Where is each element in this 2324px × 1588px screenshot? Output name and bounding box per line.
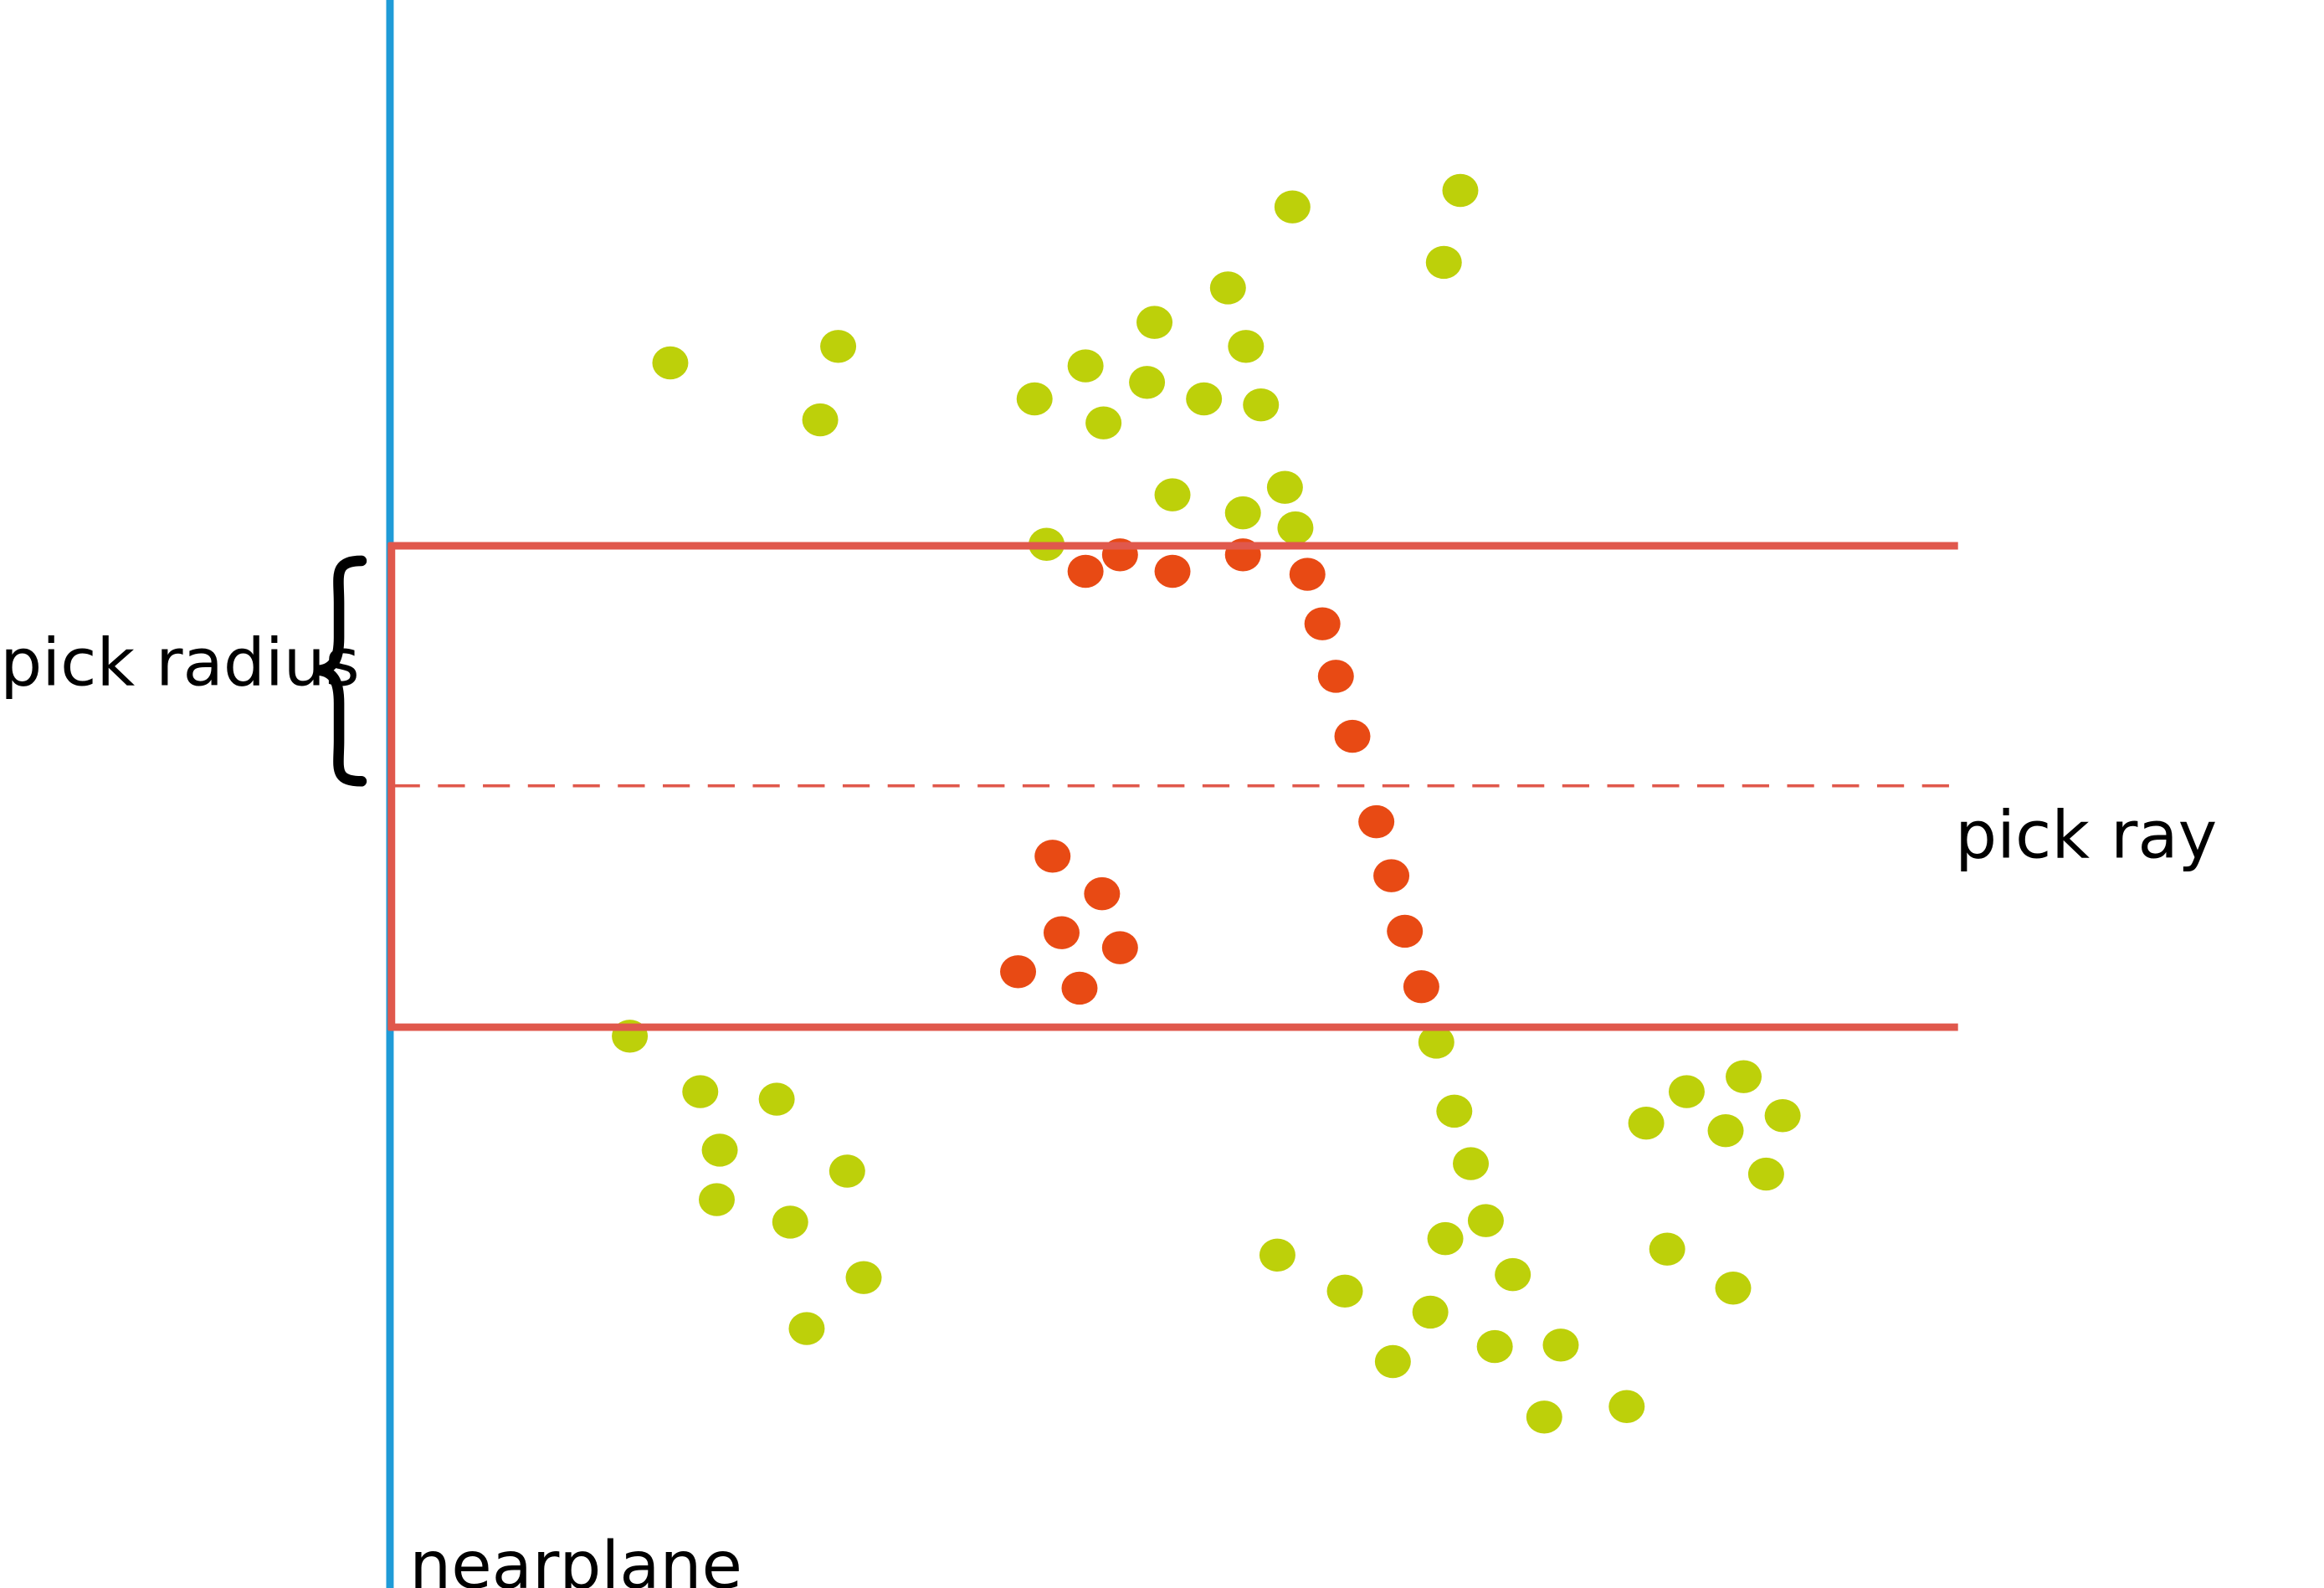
- point-outside: [1085, 406, 1122, 439]
- point-outside: [1427, 1221, 1464, 1256]
- point-outside: [820, 330, 857, 363]
- point-outside: [1668, 1075, 1705, 1108]
- point-outside: [758, 1082, 795, 1116]
- point-outside: [1129, 366, 1166, 399]
- point-outside: [1274, 190, 1311, 224]
- point-outside: [1476, 1329, 1513, 1364]
- point-inside: [1154, 554, 1191, 588]
- point-inside: [1373, 859, 1410, 892]
- point-outside: [1186, 382, 1223, 416]
- point-outside: [1412, 1295, 1449, 1329]
- point-inside: [1101, 931, 1138, 964]
- point-outside: [1495, 1257, 1531, 1292]
- point-outside: [1067, 349, 1104, 383]
- point-outside: [1436, 1094, 1473, 1128]
- point-inside: [1000, 955, 1037, 989]
- point-inside: [1358, 804, 1395, 839]
- point-inside: [1034, 840, 1071, 873]
- point-outside: [698, 1183, 735, 1216]
- point-outside: [1608, 1390, 1645, 1423]
- point-outside: [1136, 306, 1173, 339]
- points-inside: [1000, 538, 1439, 1005]
- point-outside: [1715, 1272, 1752, 1305]
- point-outside: [1154, 478, 1191, 511]
- point-inside: [1334, 719, 1371, 753]
- point-outside: [1277, 511, 1314, 545]
- point-outside: [802, 403, 839, 437]
- point-outside: [1707, 1113, 1744, 1148]
- point-outside: [1224, 496, 1261, 530]
- point-outside: [1228, 330, 1265, 363]
- points-outside: [612, 173, 1801, 1434]
- point-outside: [1542, 1328, 1579, 1362]
- point-outside: [682, 1075, 719, 1108]
- point-outside: [1649, 1232, 1685, 1266]
- point-outside: [788, 1312, 825, 1345]
- pick-ray-label: pick ray: [1955, 797, 2217, 874]
- point-inside: [1289, 558, 1326, 591]
- point-outside: [1243, 388, 1280, 422]
- point-inside: [1304, 607, 1341, 640]
- point-outside: [1747, 1157, 1784, 1191]
- point-inside: [1043, 916, 1080, 949]
- point-outside: [1209, 271, 1246, 305]
- point-outside: [1266, 470, 1303, 504]
- pick-box: [387, 542, 1958, 1031]
- point-outside: [1259, 1238, 1295, 1272]
- point-outside: [845, 1261, 882, 1294]
- nearplane-label: nearplane: [409, 1527, 742, 1588]
- point-outside: [1425, 245, 1462, 280]
- point-outside: [772, 1205, 808, 1239]
- point-outside: [1453, 1147, 1490, 1180]
- point-inside: [1061, 971, 1098, 1005]
- point-outside: [701, 1133, 738, 1167]
- point-outside: [829, 1154, 865, 1188]
- point-inside: [1403, 969, 1439, 1004]
- point-inside: [1387, 914, 1424, 948]
- point-outside: [1726, 1060, 1762, 1093]
- point-inside: [1067, 554, 1104, 588]
- point-outside: [1016, 382, 1053, 416]
- point-outside: [652, 346, 689, 380]
- point-outside: [1442, 173, 1479, 208]
- point-outside: [1764, 1099, 1801, 1133]
- point-outside: [1418, 1025, 1454, 1059]
- point-inside: [1317, 660, 1354, 693]
- point-outside: [1526, 1400, 1562, 1434]
- curly-brace-icon: [314, 555, 367, 787]
- point-outside: [1374, 1344, 1411, 1379]
- point-outside: [1326, 1274, 1363, 1308]
- point-inside: [1084, 876, 1121, 911]
- point-outside: [1628, 1106, 1665, 1140]
- pick-radius-label: pick radius: [0, 624, 360, 701]
- point-outside: [1467, 1204, 1504, 1237]
